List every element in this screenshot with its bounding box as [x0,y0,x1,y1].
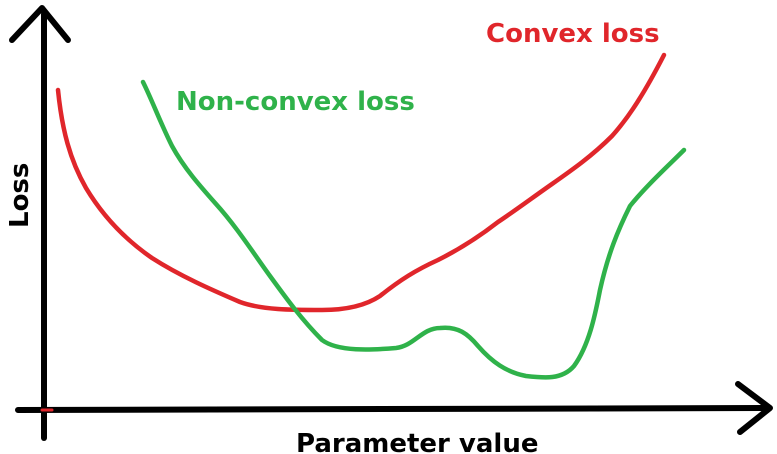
y-axis-label: Loss [5,163,35,228]
convex-loss-curve [55,52,667,313]
convex-loss-label: Convex loss [486,19,660,49]
x-axis-line [15,405,771,413]
non-convex-loss-label: Non-convex loss [176,87,415,117]
x-axis-arrowhead [735,381,773,435]
y-axis-arrowhead [9,5,71,43]
non-convex-loss-curve [140,79,687,380]
x-axis-label: Parameter value [296,429,538,454]
